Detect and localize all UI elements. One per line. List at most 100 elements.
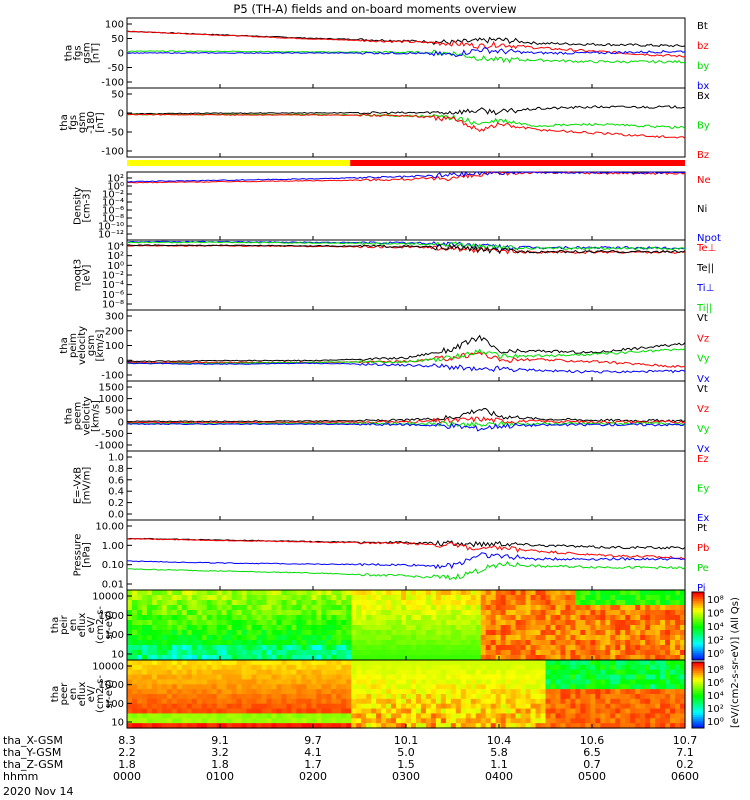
spectrogram-cell bbox=[186, 600, 193, 606]
legend-entry: Vz bbox=[697, 404, 709, 415]
spectrogram-cell bbox=[376, 625, 382, 631]
spectrogram-cell bbox=[196, 694, 203, 700]
spectrogram-cell bbox=[346, 703, 352, 710]
spectrogram-cell bbox=[146, 640, 153, 646]
spectrogram-cell bbox=[196, 679, 203, 685]
spectrogram-cell bbox=[555, 708, 562, 715]
spectrogram-cell bbox=[366, 615, 372, 621]
spectrogram-cell bbox=[376, 600, 382, 606]
spectrogram-cell bbox=[171, 635, 178, 641]
spectrogram-cell bbox=[645, 684, 651, 690]
spectrogram-cell bbox=[231, 689, 238, 695]
spectrogram-cell bbox=[495, 708, 502, 715]
spectrogram-cell bbox=[520, 684, 527, 690]
spectrogram-cell bbox=[595, 610, 601, 616]
spectrogram-cell bbox=[660, 664, 666, 671]
spectrogram-cell bbox=[206, 590, 213, 596]
spectrogram-cell bbox=[266, 620, 273, 626]
spectrogram-cell bbox=[276, 718, 283, 724]
spectrogram-cell bbox=[480, 669, 487, 676]
spectrogram-cell bbox=[575, 669, 581, 676]
spectrogram-cell bbox=[615, 718, 621, 724]
spectrogram-cell bbox=[346, 708, 352, 715]
spectrogram-cell bbox=[321, 595, 327, 601]
y-tick-label: 1000 bbox=[99, 611, 124, 622]
spectrogram-cell bbox=[256, 664, 263, 671]
spectrogram-cell bbox=[655, 640, 661, 646]
spectrogram-cell bbox=[306, 625, 312, 631]
spectrogram-cell bbox=[575, 640, 581, 646]
spectrogram-cell bbox=[206, 694, 213, 700]
spectrogram-cell bbox=[306, 698, 312, 705]
spectrogram-cell bbox=[146, 595, 153, 601]
spectrogram-cell bbox=[346, 615, 352, 621]
spectrogram-cell bbox=[665, 625, 671, 631]
spectrogram-cell bbox=[306, 605, 312, 611]
spectrogram-cell bbox=[406, 703, 412, 710]
spectrogram-cell bbox=[490, 600, 497, 606]
spectrogram-cell bbox=[615, 660, 621, 666]
spectrogram-cell bbox=[475, 650, 482, 656]
spectrogram-cell bbox=[580, 723, 586, 729]
y-tick-label: -100 bbox=[101, 147, 124, 158]
spectrogram-cell bbox=[191, 698, 198, 705]
spectrogram-cell bbox=[351, 610, 357, 616]
spectrogram-cell bbox=[236, 718, 243, 724]
spectrogram-cell bbox=[440, 708, 447, 715]
spectrogram-cell bbox=[670, 694, 676, 700]
spectrogram-cell bbox=[665, 590, 671, 596]
spectrogram-cell bbox=[346, 684, 352, 690]
spectrogram-cell bbox=[371, 684, 377, 690]
spectrogram-cell bbox=[540, 640, 547, 646]
spectrogram-cell bbox=[625, 723, 631, 729]
spectrogram-cell bbox=[127, 620, 133, 626]
spectrogram-cell bbox=[415, 660, 422, 666]
spectrogram-cell bbox=[226, 615, 233, 621]
spectrogram-cell bbox=[485, 620, 492, 626]
spectrogram-cell bbox=[635, 694, 641, 700]
spectrogram-cell bbox=[391, 689, 397, 695]
spectrogram-cell bbox=[191, 630, 198, 636]
y-tick-label: 10 bbox=[111, 718, 124, 729]
spectrogram-cell bbox=[326, 694, 332, 700]
spectrogram-cell bbox=[361, 723, 367, 729]
spectrogram-cell bbox=[560, 630, 567, 636]
colorbar-cell bbox=[692, 725, 704, 729]
spectrogram-cell bbox=[645, 669, 651, 676]
spectrogram-cell bbox=[525, 718, 532, 724]
spectrogram-cell bbox=[610, 605, 616, 611]
spectrogram-cell bbox=[321, 708, 327, 715]
spectrogram-cell bbox=[565, 703, 572, 710]
colorbar-cell bbox=[692, 630, 704, 634]
spectrogram-cell bbox=[226, 679, 233, 685]
spectrogram-cell bbox=[510, 610, 517, 616]
spectrogram-cell bbox=[580, 650, 586, 656]
spectrogram-cell bbox=[510, 664, 517, 671]
spectrogram-cell bbox=[236, 684, 243, 690]
spectrogram-cell bbox=[161, 708, 168, 715]
spectrogram-cell bbox=[351, 605, 357, 611]
spectrogram-cell bbox=[171, 669, 178, 676]
spectrogram-cell bbox=[276, 635, 283, 641]
spectrogram-cell bbox=[251, 698, 258, 705]
spectrogram-cell bbox=[127, 610, 133, 616]
spectrogram-cell bbox=[425, 689, 432, 695]
y-axis-label: [km/s] bbox=[95, 329, 106, 361]
spectrogram-cell bbox=[680, 635, 686, 641]
spectrogram-cell bbox=[425, 718, 432, 724]
spectrogram-cell bbox=[326, 600, 332, 606]
spectrogram-cell bbox=[655, 674, 661, 681]
y-axis-label: eV/ bbox=[86, 616, 97, 633]
spectrogram-cell bbox=[381, 664, 387, 671]
spectrogram-cell bbox=[401, 674, 407, 681]
spectrogram-cell bbox=[605, 660, 611, 666]
legend-entry: bx bbox=[697, 81, 709, 92]
spectrogram-cell bbox=[500, 669, 507, 676]
spectrogram-cell bbox=[256, 650, 263, 656]
spectrogram-cell bbox=[475, 655, 482, 661]
spectrogram-cell bbox=[201, 703, 208, 710]
spectrogram-cell bbox=[376, 620, 382, 626]
spectrogram-cell bbox=[156, 605, 163, 611]
spectrogram-cell bbox=[505, 620, 512, 626]
spectrogram-cell bbox=[241, 718, 248, 724]
